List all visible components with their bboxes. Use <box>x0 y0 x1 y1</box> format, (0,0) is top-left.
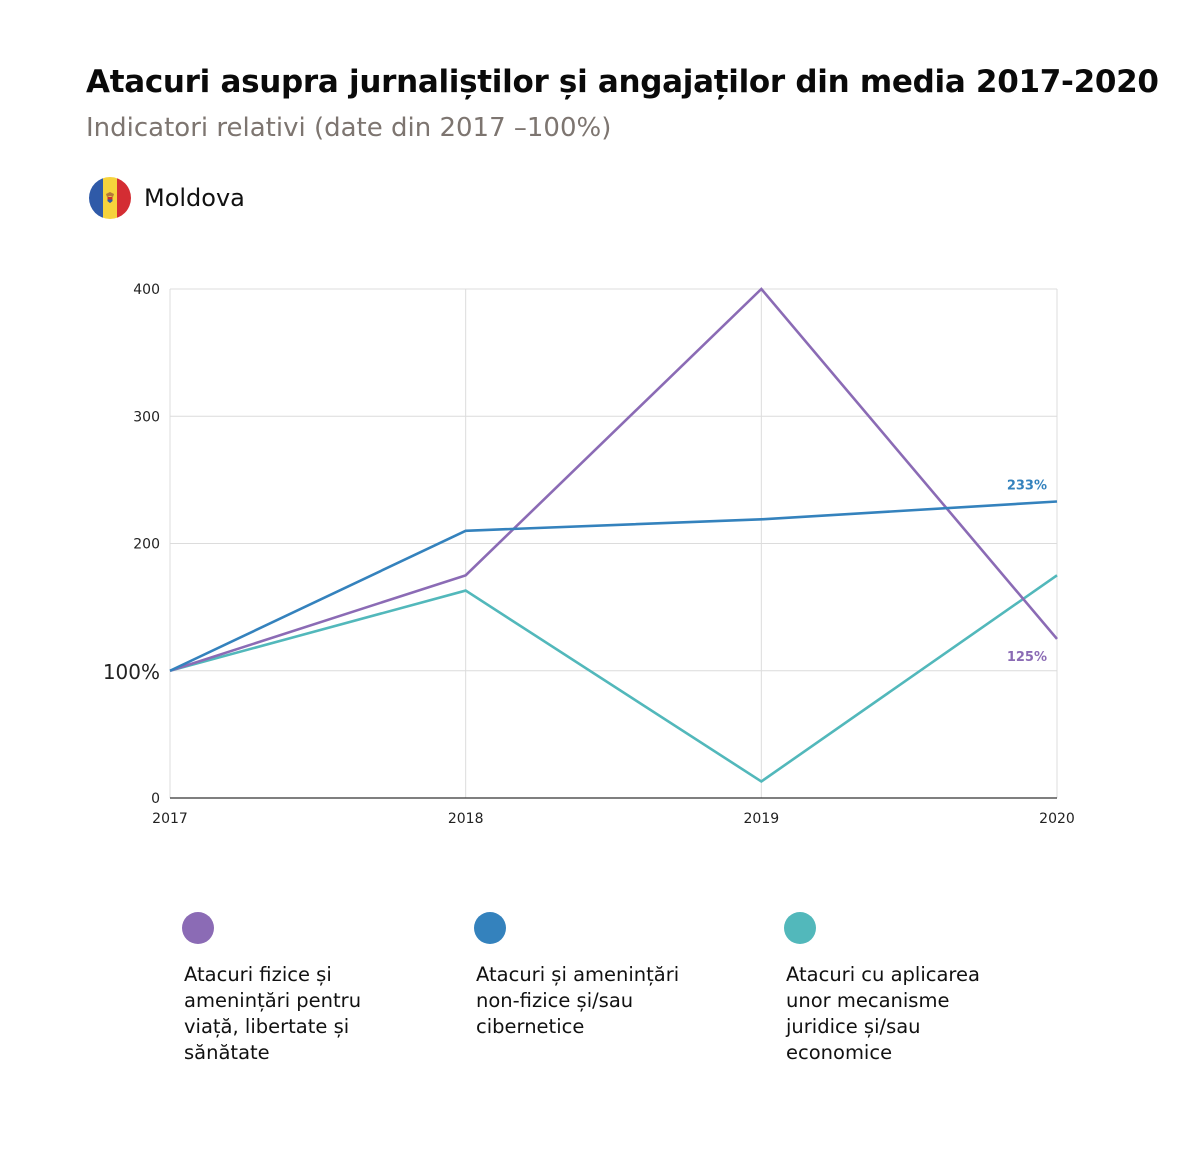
coat-of-arms-icon <box>106 192 114 203</box>
x-tick-label: 2018 <box>448 811 484 827</box>
chart-labels: 0 100% 200 300 400 2017 2018 2019 2020 125% 233% <box>103 282 1075 827</box>
chart-title: Atacuri asupra jurnaliștilor și angajați… <box>86 64 1159 100</box>
legend-swatch-icon <box>784 912 816 944</box>
chart-grid <box>169 288 1058 799</box>
legend-item: Atacuri cu aplicarea unor mecanisme juri… <box>784 912 1016 1066</box>
moldova-flag-icon <box>89 177 131 219</box>
series-line-3 <box>169 574 1058 784</box>
y-tick-label: 400 <box>133 282 160 298</box>
country-name: Moldova <box>144 184 245 212</box>
y-tick-label: 0 <box>151 791 160 807</box>
legend-label: Atacuri și amenințări non-fizice și/sau … <box>476 963 680 1038</box>
y-tick-label: 300 <box>133 409 160 425</box>
legend-label: Atacuri fizice și amenințări pentru viaț… <box>184 963 362 1064</box>
flag-stripe-blue <box>89 177 103 219</box>
end-value-label: 125% <box>1007 650 1047 665</box>
y-tick-label: 200 <box>133 537 160 553</box>
legend-item: Atacuri fizice și amenințări pentru viaț… <box>182 912 414 1066</box>
series-line-2 <box>169 500 1058 672</box>
series-line-1 <box>169 287 1058 672</box>
chart-subtitle: Indicatori relativi (date din 2017 –100%… <box>86 113 612 143</box>
flag-stripe-red <box>117 177 131 219</box>
x-tick-label: 2019 <box>744 811 780 827</box>
legend-swatch-icon <box>182 912 214 944</box>
line-chart: 0 100% 200 300 400 2017 2018 2019 2020 125% 233% <box>103 282 1075 827</box>
x-tick-label: 2020 <box>1039 811 1075 827</box>
x-tick-label: 2017 <box>152 811 188 827</box>
legend-swatch-icon <box>474 912 506 944</box>
chart-lines <box>169 287 1058 784</box>
legend-label: Atacuri cu aplicarea unor mecanisme juri… <box>786 963 980 1064</box>
country-label: Moldova <box>89 177 245 219</box>
legend-item: Atacuri și amenințări non-fizice și/sau … <box>474 912 706 1040</box>
y-tick-label: 100% <box>103 660 160 684</box>
end-value-label: 233% <box>1007 479 1047 494</box>
